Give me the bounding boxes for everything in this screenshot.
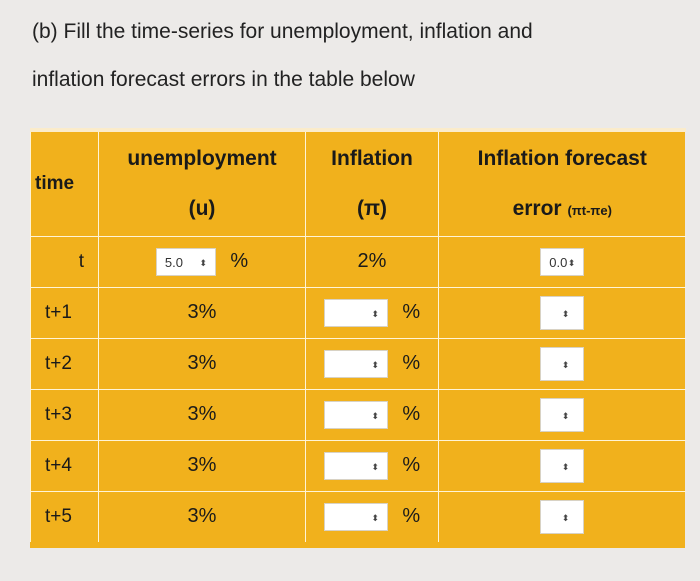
header-error-line2: error (πt-πe) (439, 197, 686, 221)
stepper-arrows-icon[interactable]: ⬍ (561, 410, 570, 421)
forecast-error-cell: ⬍ (438, 490, 686, 542)
time-cell: t+2 (30, 337, 99, 389)
unemployment-cell: 3% (98, 439, 306, 491)
unemployment-cell: 3% (98, 286, 306, 338)
inflation-cell: ⬍ % (305, 439, 439, 491)
unemployment-cell: 3% (98, 388, 306, 440)
stepper-arrows-icon[interactable]: ⬍ (371, 410, 379, 421)
time-cell: t (30, 235, 99, 287)
instructions: (b) Fill the time-series for unemploymen… (32, 8, 692, 104)
forecast-error-cell: ⬍ (438, 439, 686, 491)
forecast-error-cell: ⬍ (438, 286, 686, 338)
header-error-title: Inflation forecast (477, 146, 647, 170)
stepper-arrows-icon[interactable]: ⬍ (561, 308, 570, 319)
stepper-arrows-icon[interactable]: ⬍ (561, 461, 570, 472)
header-inflation: Inflation (π) (305, 128, 439, 236)
stepper-arrows-icon[interactable]: ⬍ (371, 359, 379, 370)
table-row: t+2 3% ⬍ % ⬍ (30, 337, 686, 389)
forecast-error-cell: ⬍ (438, 337, 686, 389)
time-cell: t+5 (30, 490, 99, 542)
inflation-cell: ⬍ % (305, 490, 439, 542)
stepper-arrows-icon[interactable]: ⬍ (199, 257, 207, 268)
time-series-table: time unemployment (u) Inflation (π) Infl… (30, 128, 686, 542)
stepper-arrows-icon[interactable]: ⬍ (371, 461, 379, 472)
unemployment-cell: 5.0 ⬍ % (98, 235, 306, 287)
header-error-word: error (512, 196, 562, 220)
table-row: t+4 3% ⬍ % ⬍ (30, 439, 686, 491)
inflation-stepper[interactable]: ⬍ (323, 502, 388, 531)
percent-label: % (402, 454, 421, 476)
inflation-cell: ⬍ % (305, 388, 439, 440)
stepper-arrows-icon[interactable]: ⬍ (371, 512, 379, 523)
header-forecast-error: Inflation forecast error (πt-πe) (438, 128, 686, 236)
time-cell: t+3 (30, 388, 99, 440)
percent-label: % (402, 301, 421, 323)
percent-label: % (230, 250, 249, 272)
header-unemployment: unemployment (u) (98, 128, 306, 236)
unemployment-cell: 3% (98, 490, 306, 542)
table-row: t+3 3% ⬍ % ⬍ (30, 388, 686, 440)
forecast-error-stepper-value: 0.0 (549, 254, 568, 270)
header-unemployment-symbol: (u) (188, 196, 216, 220)
forecast-error-stepper[interactable]: 0.0 ⬍ (540, 247, 585, 276)
unemployment-stepper[interactable]: 5.0 ⬍ (155, 247, 216, 276)
inflation-stepper[interactable]: ⬍ (323, 451, 388, 480)
stepper-arrows-icon[interactable]: ⬍ (561, 359, 570, 370)
header-inflation-title: Inflation (331, 146, 413, 170)
forecast-error-stepper[interactable]: ⬍ (540, 499, 585, 534)
unemployment-cell: 3% (98, 337, 306, 389)
instruction-line-2: inflation forecast errors in the table b… (32, 68, 415, 91)
percent-label: % (402, 505, 421, 528)
header-inflation-symbol: (π) (356, 196, 388, 220)
stepper-arrows-icon[interactable]: ⬍ (567, 257, 576, 268)
table-row: t+5 3% ⬍ % ⬍ (30, 490, 686, 542)
forecast-error-cell: 0.0 ⬍ (438, 235, 686, 287)
forecast-error-stepper[interactable]: ⬍ (540, 448, 585, 483)
header-error-formula: (πt-πe) (567, 202, 612, 218)
inflation-stepper[interactable]: ⬍ (323, 400, 388, 429)
inflation-stepper[interactable]: ⬍ (323, 349, 388, 378)
stepper-arrows-icon[interactable]: ⬍ (561, 512, 570, 523)
forecast-error-stepper[interactable]: ⬍ (540, 295, 585, 330)
inflation-stepper[interactable]: ⬍ (323, 298, 388, 327)
forecast-error-stepper[interactable]: ⬍ (540, 397, 585, 432)
table-row: t 5.0 ⬍ % 2% 0.0 ⬍ (30, 235, 686, 287)
header-row: time unemployment (u) Inflation (π) Infl… (30, 128, 686, 236)
percent-label: % (402, 352, 421, 374)
forecast-error-stepper[interactable]: ⬍ (540, 346, 585, 381)
table-row: t+1 3% ⬍ % ⬍ (30, 286, 686, 338)
header-unemployment-title: unemployment (127, 146, 277, 170)
time-cell: t+4 (30, 439, 99, 491)
stepper-arrows-icon[interactable]: ⬍ (371, 308, 379, 319)
inflation-cell: ⬍ % (305, 337, 439, 389)
instruction-line-1: (b) Fill the time-series for unemploymen… (32, 20, 533, 43)
forecast-error-cell: ⬍ (438, 388, 686, 440)
percent-label: % (402, 403, 421, 425)
unemployment-stepper-value: 5.0 (164, 254, 183, 270)
inflation-cell: 2% (305, 235, 439, 287)
inflation-cell: ⬍ % (305, 286, 439, 338)
header-time: time (30, 128, 99, 236)
time-cell: t+1 (30, 286, 99, 338)
